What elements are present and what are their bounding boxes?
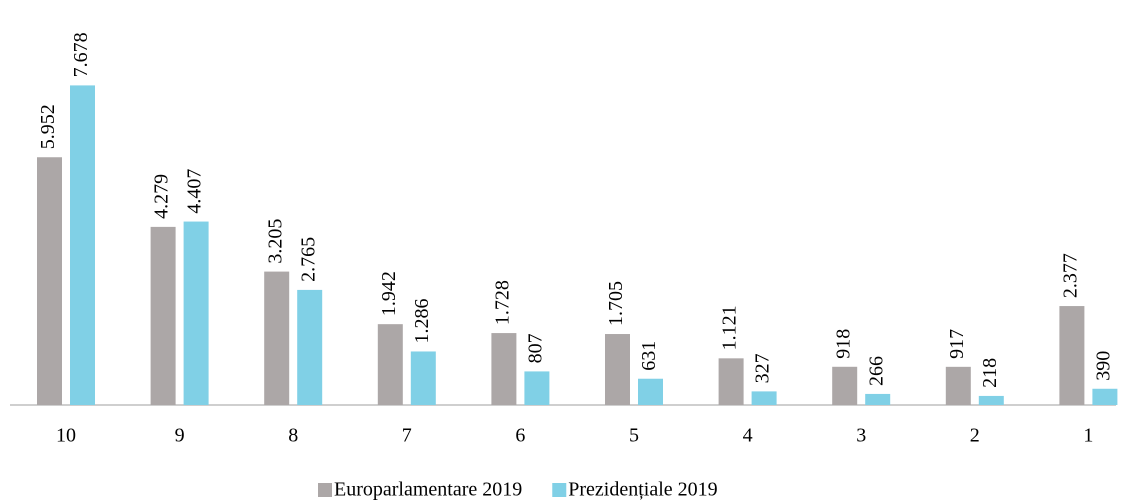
bar [297,289,323,405]
bar [264,271,290,405]
value-label: 631 [638,341,660,371]
bar [638,378,663,405]
value-label: 1.728 [491,280,513,325]
x-tick-label: 2 [970,425,980,447]
x-tick-label: 3 [856,425,866,447]
bar [978,395,1004,405]
bar [150,226,176,405]
value-label: 2.765 [297,237,319,282]
value-label: 1.942 [378,271,400,316]
bar [945,366,971,405]
bar [751,391,777,405]
x-tick-label: 5 [629,425,639,447]
x-tick-label: 6 [515,425,525,447]
value-label: 4.279 [151,174,173,219]
x-tick-label: 10 [56,425,76,447]
value-label: 917 [946,329,968,359]
bar [37,157,62,405]
bar [832,366,858,405]
value-label: 327 [752,353,774,383]
x-tick-label: 7 [402,425,412,447]
value-label: 2.377 [1059,253,1081,298]
bar [524,371,550,405]
x-tick-label: 1 [1083,425,1093,447]
bar [183,221,209,405]
value-label: 1.705 [605,281,627,326]
x-tick-label: 8 [288,425,298,447]
bar [1092,388,1118,405]
value-label: 1.286 [411,298,433,343]
bar [718,358,744,405]
bar [605,334,630,405]
value-label: 390 [1092,351,1114,381]
value-label: 1.121 [719,305,741,350]
value-label: 807 [524,333,546,363]
bar [491,333,517,405]
value-label: 5.952 [37,104,59,149]
bar [1059,306,1085,405]
value-label: 7.678 [70,32,92,77]
value-label: 4.407 [184,169,206,214]
value-label: 3.205 [264,219,286,264]
bar [377,324,403,405]
bar [70,85,95,405]
value-label: 218 [979,358,1001,388]
legend-swatch [552,483,567,497]
bar [410,351,436,405]
value-label: 918 [832,329,854,359]
value-label: 266 [865,356,887,386]
legend-label: Europarlamentare 2019 [334,479,522,501]
legend-swatch [318,483,332,497]
legend-label: Prezidențiale 2019 [568,479,717,501]
x-tick-label: 9 [175,425,185,447]
x-tick-label: 4 [743,425,753,447]
bar [865,393,891,405]
